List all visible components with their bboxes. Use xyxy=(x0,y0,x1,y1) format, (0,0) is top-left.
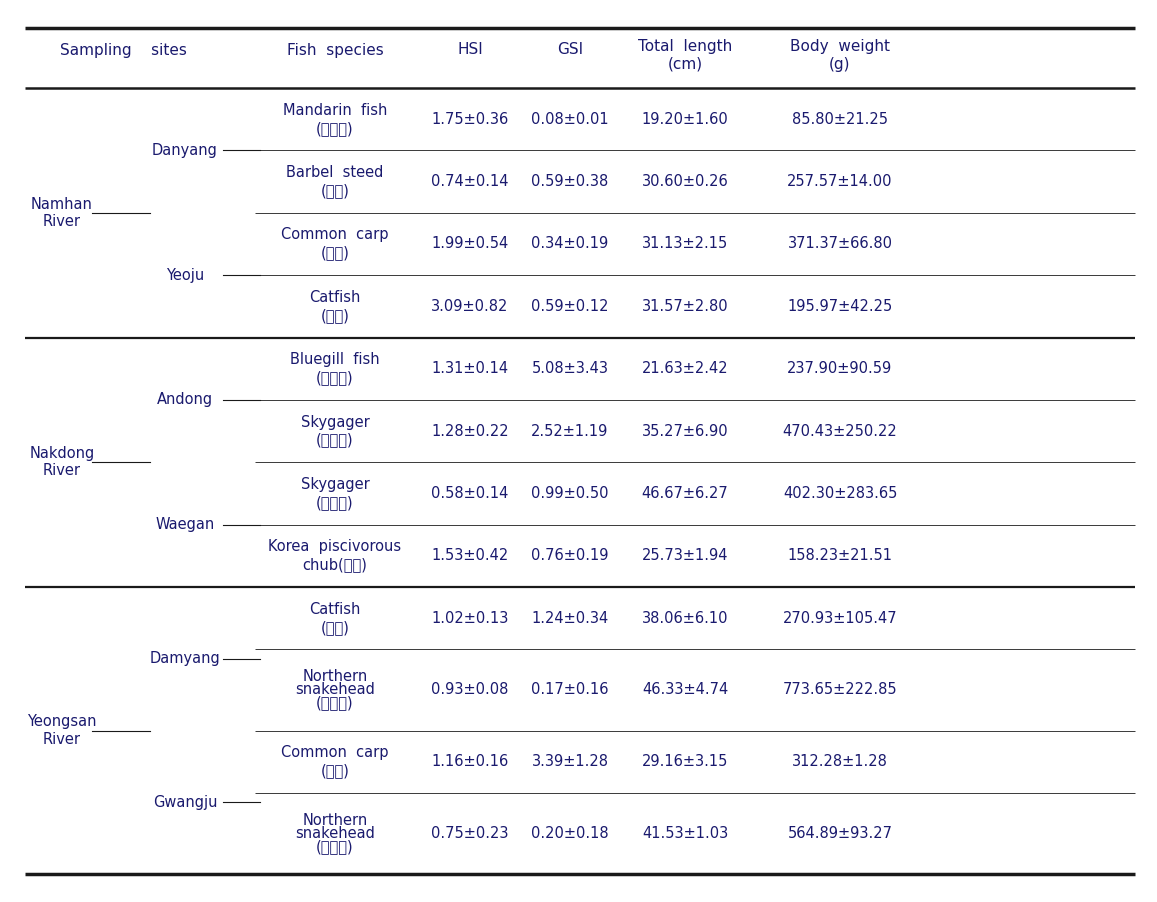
Text: 1.02±0.13: 1.02±0.13 xyxy=(432,611,509,626)
Text: Mandarin  fish: Mandarin fish xyxy=(282,103,388,117)
Text: Danyang: Danyang xyxy=(152,143,218,158)
Text: Northern: Northern xyxy=(302,669,368,685)
Text: 1.28±0.22: 1.28±0.22 xyxy=(432,424,509,438)
Text: Yeoju: Yeoju xyxy=(165,268,204,282)
Text: 0.34±0.19: 0.34±0.19 xyxy=(531,236,609,252)
Text: 41.53±1.03: 41.53±1.03 xyxy=(642,826,728,841)
Text: (cm): (cm) xyxy=(668,57,702,71)
Text: 3.09±0.82: 3.09±0.82 xyxy=(432,299,509,314)
Text: 237.90±90.59: 237.90±90.59 xyxy=(788,361,892,376)
Text: 85.80±21.25: 85.80±21.25 xyxy=(793,112,889,126)
Text: (쁨가리): (쁨가리) xyxy=(316,121,354,135)
Text: Catfish: Catfish xyxy=(309,290,361,305)
Text: 257.57±14.00: 257.57±14.00 xyxy=(787,174,893,189)
Text: 46.33±4.74: 46.33±4.74 xyxy=(642,683,728,697)
Text: 0.58±0.14: 0.58±0.14 xyxy=(432,486,509,501)
Text: (잊어): (잊어) xyxy=(320,245,349,261)
Text: 0.59±0.38: 0.59±0.38 xyxy=(531,174,609,189)
Text: Skygager: Skygager xyxy=(301,415,369,429)
Text: 1.31±0.14: 1.31±0.14 xyxy=(432,361,509,376)
Text: 1.53±0.42: 1.53±0.42 xyxy=(432,548,509,564)
Text: (강준치): (강준치) xyxy=(316,495,354,510)
Text: 1.75±0.36: 1.75±0.36 xyxy=(432,112,509,126)
Text: (g): (g) xyxy=(830,57,850,71)
Text: Yeongsan
River: Yeongsan River xyxy=(28,714,97,747)
Text: 0.20±0.18: 0.20±0.18 xyxy=(531,826,609,841)
Text: 1.24±0.34: 1.24±0.34 xyxy=(531,611,609,626)
Text: 21.63±2.42: 21.63±2.42 xyxy=(642,361,728,376)
Text: Catfish: Catfish xyxy=(309,602,361,617)
Text: Namhan
River: Namhan River xyxy=(31,197,93,229)
Text: Common  carp: Common carp xyxy=(281,745,389,760)
Text: 38.06±6.10: 38.06±6.10 xyxy=(642,611,728,626)
Text: Sampling    sites: Sampling sites xyxy=(60,42,187,58)
Text: Korea  piscivorous: Korea piscivorous xyxy=(268,539,401,555)
Text: 195.97±42.25: 195.97±42.25 xyxy=(788,299,892,314)
Text: snakehead: snakehead xyxy=(295,683,375,697)
Text: Gwangju: Gwangju xyxy=(153,795,218,810)
Text: 470.43±250.22: 470.43±250.22 xyxy=(782,424,898,438)
Text: GSI: GSI xyxy=(557,42,583,58)
Text: 0.99±0.50: 0.99±0.50 xyxy=(531,486,609,501)
Text: Fish  species: Fish species xyxy=(287,42,383,58)
Text: 0.93±0.08: 0.93±0.08 xyxy=(432,683,509,697)
Text: 0.59±0.12: 0.59±0.12 xyxy=(531,299,609,314)
Text: Skygager: Skygager xyxy=(301,477,369,492)
Text: 1.16±0.16: 1.16±0.16 xyxy=(432,754,509,769)
Text: 0.17±0.16: 0.17±0.16 xyxy=(531,683,609,697)
Text: (가물치): (가물치) xyxy=(316,839,354,854)
Text: 3.39±1.28: 3.39±1.28 xyxy=(531,754,609,769)
Text: 5.08±3.43: 5.08±3.43 xyxy=(531,361,609,376)
Text: (메기): (메기) xyxy=(320,620,349,635)
Text: Nakdong
River: Nakdong River xyxy=(29,446,95,478)
Text: 371.37±66.80: 371.37±66.80 xyxy=(788,236,892,252)
Text: 773.65±222.85: 773.65±222.85 xyxy=(782,683,898,697)
Text: 0.76±0.19: 0.76±0.19 xyxy=(531,548,609,564)
Text: Total  length: Total length xyxy=(638,39,732,53)
Text: 0.75±0.23: 0.75±0.23 xyxy=(432,826,509,841)
Text: snakehead: snakehead xyxy=(295,826,375,841)
Text: 31.13±2.15: 31.13±2.15 xyxy=(642,236,728,252)
Text: 0.74±0.14: 0.74±0.14 xyxy=(432,174,509,189)
Text: 29.16±3.15: 29.16±3.15 xyxy=(642,754,728,769)
Text: Northern: Northern xyxy=(302,813,368,828)
Text: (누치): (누치) xyxy=(320,183,349,198)
Text: 19.20±1.60: 19.20±1.60 xyxy=(642,112,729,126)
Text: Barbel  steed: Barbel steed xyxy=(286,165,384,180)
Text: (블루길): (블루길) xyxy=(316,370,354,385)
Text: Bluegill  fish: Bluegill fish xyxy=(290,352,379,367)
Text: chub(깔리): chub(깔리) xyxy=(303,557,368,573)
Text: (잊어): (잊어) xyxy=(320,763,349,778)
Text: 312.28±1.28: 312.28±1.28 xyxy=(793,754,887,769)
Text: 158.23±21.51: 158.23±21.51 xyxy=(788,548,892,564)
Text: 402.30±283.65: 402.30±283.65 xyxy=(783,486,897,501)
Text: 270.93±105.47: 270.93±105.47 xyxy=(782,611,898,626)
Text: 564.89±93.27: 564.89±93.27 xyxy=(788,826,892,841)
Text: Waegan: Waegan xyxy=(155,517,215,532)
Text: 2.52±1.19: 2.52±1.19 xyxy=(531,424,609,438)
Text: (강준치): (강준치) xyxy=(316,433,354,447)
Text: HSI: HSI xyxy=(457,42,482,58)
Text: 30.60±0.26: 30.60±0.26 xyxy=(642,174,729,189)
Text: Andong: Andong xyxy=(157,392,213,408)
Text: (메기): (메기) xyxy=(320,308,349,323)
Text: 0.08±0.01: 0.08±0.01 xyxy=(531,112,609,126)
Text: 46.67±6.27: 46.67±6.27 xyxy=(642,486,729,501)
Text: 25.73±1.94: 25.73±1.94 xyxy=(642,548,728,564)
Text: 31.57±2.80: 31.57±2.80 xyxy=(642,299,728,314)
Text: Damyang: Damyang xyxy=(149,651,220,667)
Text: Body  weight: Body weight xyxy=(790,39,890,53)
Text: 35.27±6.90: 35.27±6.90 xyxy=(642,424,728,438)
Text: 1.99±0.54: 1.99±0.54 xyxy=(432,236,509,252)
Text: Common  carp: Common carp xyxy=(281,227,389,243)
Text: (가물치): (가물치) xyxy=(316,695,354,711)
